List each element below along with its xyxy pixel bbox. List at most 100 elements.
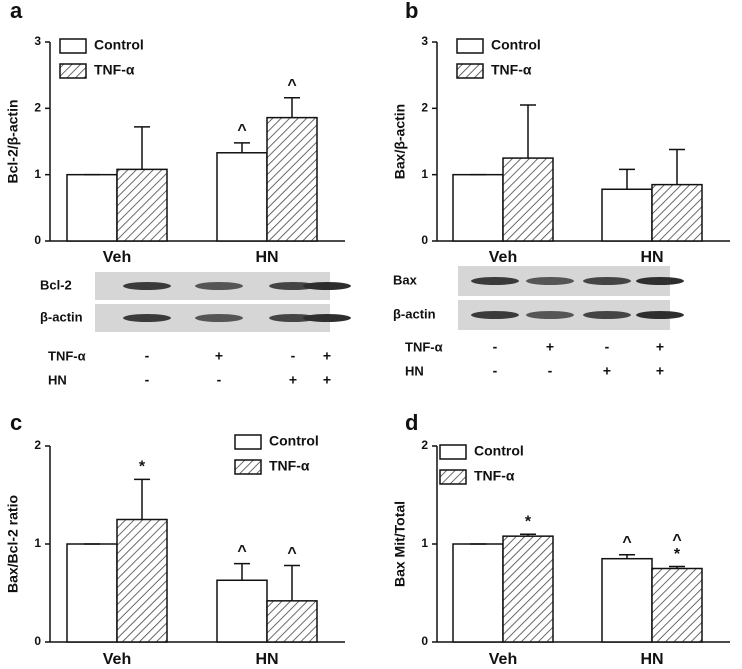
significance-marker: ^ [237,122,246,139]
error-bar [619,554,635,559]
legend-label: TNF-α [269,458,310,474]
bar [216,152,268,242]
error-bar [234,142,250,153]
blot-band [471,277,519,285]
error-bar [134,126,150,170]
significance-marker: ^ [672,532,681,549]
y-tick-label: 0 [421,233,428,247]
condition-value: + [215,348,223,364]
condition-value: - [145,348,150,364]
blot-band [123,314,171,322]
y-axis-label: Bax/Bcl-2 ratio [5,495,21,593]
condition-label: TNF-α [48,348,86,363]
bar [266,116,318,242]
y-tick-label: 2 [34,438,41,452]
bar [266,600,318,643]
legend-label: TNF-α [94,62,135,78]
blot-band [471,311,519,319]
y-tick-label: 2 [421,438,428,452]
bar [502,157,554,242]
panel-letter: d [405,410,418,435]
legend-swatch [59,63,87,79]
condition-value: - [291,348,296,364]
blot-row-label: Bax [393,272,418,287]
condition-label: HN [405,363,424,378]
legend-swatch [439,444,467,460]
y-tick-label: 2 [421,101,428,115]
legend-swatch [59,38,87,54]
x-tick-label: HN [255,249,278,266]
panel-letter: b [405,0,418,23]
significance-marker: * [525,513,532,530]
panel-letter: a [10,0,23,23]
significance-marker: ^ [237,543,246,560]
blot-band [269,282,317,290]
legend-swatch [234,434,262,450]
bar [601,557,653,643]
condition-value: + [656,339,664,355]
condition-value: - [493,363,498,379]
error-bar [669,148,685,185]
y-tick-label: 3 [34,34,41,48]
condition-label: HN [48,372,67,387]
condition-value: + [656,363,664,379]
bar [452,173,504,242]
x-tick-label: Veh [489,651,517,668]
blot-band [123,282,171,290]
condition-value: - [493,339,498,355]
blot-band [583,311,631,319]
condition-value: - [217,372,222,388]
bar [452,543,504,643]
condition-value: - [605,339,610,355]
blot-band [269,314,317,322]
bar [651,183,703,242]
error-bar [234,562,250,581]
condition-value: + [289,372,297,388]
legend-swatch [456,63,484,79]
y-axis-label: Bax Mit/Total [392,501,408,587]
blot-band [195,314,243,322]
y-tick-label: 1 [34,167,41,181]
x-tick-label: HN [640,249,663,266]
condition-value: - [548,363,553,379]
bar [601,188,653,242]
bar [651,567,703,643]
legend-label: Control [94,37,144,53]
panel-letter: c [10,410,22,435]
blot-band [636,311,684,319]
error-bar [619,168,635,190]
blot-band [195,282,243,290]
error-bar [134,478,150,520]
legend-label: Control [474,443,524,459]
legend-label: TNF-α [491,62,532,78]
x-tick-label: HN [640,651,663,668]
blot-band [303,314,351,322]
bar [66,173,118,242]
condition-label: TNF-α [405,339,443,354]
y-tick-label: 3 [421,34,428,48]
x-tick-label: Veh [103,249,131,266]
error-bar [520,533,536,537]
y-axis-label: Bcl-2/β-actin [5,99,21,183]
error-bar [520,104,536,159]
condition-value: + [546,339,554,355]
bar [116,168,168,242]
y-tick-label: 0 [34,634,41,648]
y-tick-label: 1 [421,167,428,181]
condition-value: + [323,372,331,388]
blot-band [636,277,684,285]
legend-swatch [439,469,467,485]
blot-band [526,277,574,285]
y-axis-label: Bax/β-actin [392,104,408,179]
legend-label: Control [269,433,319,449]
significance-marker: * [674,546,681,563]
blot-band [303,282,351,290]
x-tick-label: Veh [103,651,131,668]
significance-marker: ^ [287,545,296,562]
error-bar [284,96,300,118]
blot-row-label: β-actin [40,309,83,324]
blot-band [583,277,631,285]
significance-marker: ^ [287,77,296,94]
bar [116,518,168,643]
